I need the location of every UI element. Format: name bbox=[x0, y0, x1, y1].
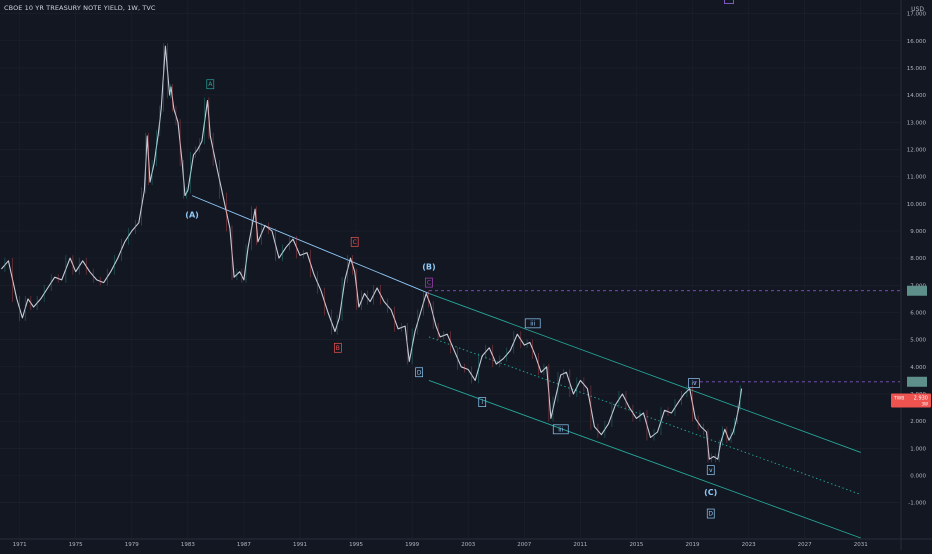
level-tag-lower bbox=[907, 376, 927, 387]
x-tick-label: 2015 bbox=[629, 542, 643, 548]
current-price-label: 2.930 bbox=[914, 396, 928, 402]
y-tick-label: 9.000 bbox=[910, 229, 926, 235]
wave-label-box bbox=[415, 367, 424, 378]
y-tick-label: 11.000 bbox=[907, 175, 927, 181]
wave-label-box bbox=[706, 465, 715, 475]
currency-label: USD bbox=[911, 6, 924, 13]
y-tick-label: 14.000 bbox=[907, 93, 927, 99]
wave-label: C bbox=[353, 239, 357, 246]
x-tick-label: 2003 bbox=[461, 542, 475, 548]
wave-label-box bbox=[552, 424, 569, 435]
wave-label: iv bbox=[691, 380, 697, 387]
y-tick-label: 17.000 bbox=[907, 12, 927, 18]
y-tick-label: 12.000 bbox=[907, 147, 927, 153]
x-tick-label: 2007 bbox=[517, 542, 531, 548]
y-tick-label: 15.000 bbox=[907, 66, 927, 72]
y-tick-label: 8.000 bbox=[910, 256, 926, 262]
x-tick-label: 1995 bbox=[349, 542, 363, 548]
y-tick-label: 0.000 bbox=[910, 474, 926, 480]
y-tick-label: 13.000 bbox=[907, 120, 927, 126]
x-tick-label: 1979 bbox=[125, 542, 139, 548]
x-tick-label: 2023 bbox=[742, 542, 756, 548]
x-tick-label: 1987 bbox=[237, 542, 251, 548]
y-tick-label: 1.000 bbox=[910, 446, 926, 452]
price-flag-label: 3W bbox=[922, 402, 929, 407]
chart-title: CBOE 10 YR TREASURY NOTE YIELD, 1W, TVC bbox=[4, 4, 156, 12]
wave-label: D bbox=[417, 369, 422, 376]
wave-label-box bbox=[206, 79, 215, 90]
wave-label-box bbox=[524, 318, 541, 329]
x-tick-label: 1975 bbox=[69, 542, 83, 548]
x-tick-label: 2011 bbox=[573, 542, 587, 548]
wave-label: v bbox=[709, 467, 713, 474]
trendline bbox=[191, 195, 430, 294]
wave-label: (C) bbox=[704, 488, 717, 497]
wave-label-box bbox=[688, 378, 700, 388]
wave-label: iii bbox=[530, 320, 535, 327]
wave-label-box bbox=[425, 277, 433, 288]
wave-label: (B) bbox=[422, 262, 435, 271]
x-tick-label: 1983 bbox=[181, 542, 195, 548]
wave-label: D bbox=[708, 511, 713, 518]
drawing-marker bbox=[724, 0, 734, 4]
wave-label: iii bbox=[558, 426, 563, 433]
wave-label: (A) bbox=[185, 211, 199, 220]
x-tick-label: 1991 bbox=[293, 542, 307, 548]
x-tick-label: 1999 bbox=[405, 542, 419, 548]
wave-label: A bbox=[208, 81, 213, 88]
wave-label: C bbox=[427, 280, 431, 287]
wave-label-box bbox=[350, 236, 359, 247]
wave-label: B bbox=[336, 345, 340, 352]
trendline bbox=[428, 379, 861, 539]
x-tick-label: 2019 bbox=[686, 542, 700, 548]
y-tick-label: 6.000 bbox=[910, 310, 926, 316]
level-tag-upper bbox=[907, 285, 927, 296]
x-tick-label: 2031 bbox=[854, 542, 868, 548]
wave-label-box bbox=[706, 508, 715, 519]
wave-label-box bbox=[478, 397, 487, 407]
x-tick-label: 2027 bbox=[798, 542, 812, 548]
wave-label: i bbox=[481, 399, 483, 406]
wave-label-box bbox=[334, 342, 342, 353]
y-tick-label: -1.000 bbox=[908, 501, 926, 507]
current-price-tag bbox=[891, 393, 931, 408]
y-tick-label: 5.000 bbox=[910, 338, 926, 344]
y-tick-label: 4.000 bbox=[910, 365, 926, 371]
y-tick-label: 16.000 bbox=[907, 39, 927, 45]
trendline bbox=[428, 293, 861, 453]
x-tick-label: 1971 bbox=[13, 542, 27, 548]
price-series-line bbox=[0, 45, 743, 460]
y-tick-label: 2.000 bbox=[910, 419, 926, 425]
trendline bbox=[428, 336, 861, 495]
price-flag-label: TWB bbox=[893, 396, 904, 402]
y-tick-label: 10.000 bbox=[907, 202, 927, 208]
